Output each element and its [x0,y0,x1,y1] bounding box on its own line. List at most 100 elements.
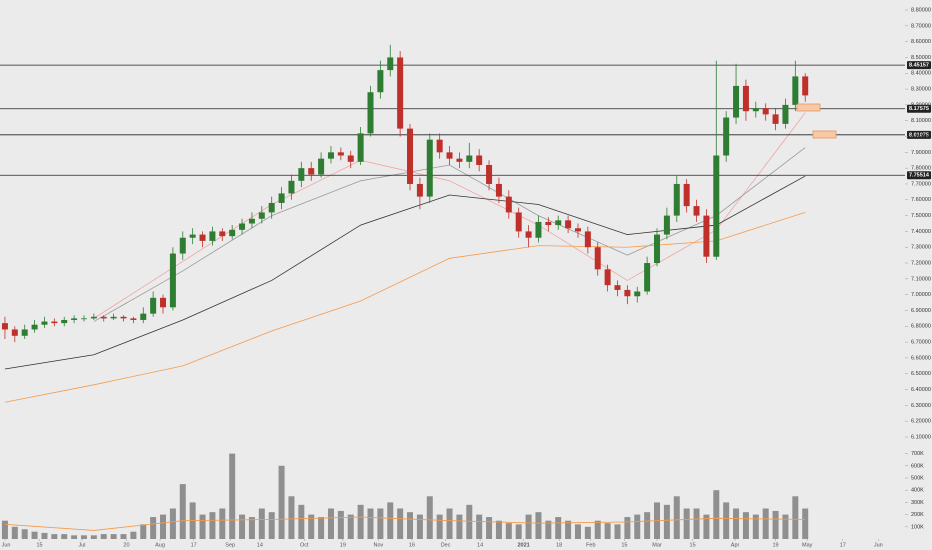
volume-tick-label: 700K [911,451,924,457]
y-tick-label: 7.50000 [911,213,931,219]
volume-bar [120,534,127,539]
candle-body [258,212,265,219]
candle-body [545,221,552,226]
candle-body [367,92,374,134]
price-axis: 8.80000 8.70000 8.60000 8.50000 8.40000 8.300… [905,7,931,530]
x-tick-label: 15 [690,542,696,548]
candle-body [110,316,117,319]
candle-body [614,285,621,290]
candle-body [179,237,186,254]
volume-bar [782,514,789,539]
candle-body [733,85,740,118]
x-tick-label: 15 [36,542,42,548]
candle-body [199,234,206,241]
volume-bar [278,465,285,539]
candle-body [288,180,295,194]
candle-body [248,218,255,224]
y-tick-label: 8.60000 [911,39,931,45]
volume-bar [525,514,532,539]
candle-body [456,158,463,162]
volume-bar [199,514,206,539]
candle-body [436,139,443,153]
y-tick-label: 8.40000 [911,71,931,77]
volume-bar [337,510,344,539]
y-tick-label: 7.30000 [911,245,931,251]
volume-bar [802,508,809,539]
candle-body [189,234,196,238]
level-label: 8.45157 [909,63,929,69]
candle-body [51,321,58,324]
candle-body [1,323,8,330]
x-tick-label: Jun [874,542,883,548]
volume-bar [723,502,730,539]
candle-body [407,128,414,184]
level-label: 8.01075 [909,132,929,138]
x-tick-label: 16 [409,542,415,548]
y-tick-label: 8.80000 [911,7,931,13]
volume-bar [21,529,28,539]
level-badge [907,61,931,70]
volume-bar [80,535,87,539]
y-tick-label: 6.80000 [911,324,931,330]
candle-body [61,319,68,324]
candle-body [466,155,473,162]
candle-body [278,193,285,203]
candle-body [644,263,651,292]
y-tick-label: 6.20000 [911,419,931,425]
volume-bar [327,508,334,539]
candle-body [723,117,730,156]
levels: 8.45157 8.17575 8.01075 7.75514 [0,61,931,180]
volume-bar [100,534,107,539]
volume-bar [1,520,8,539]
candle-body [555,220,562,226]
candle-body [229,229,236,237]
volume-bar [742,512,749,539]
candle-body [11,329,18,336]
volume-bar [495,520,502,539]
candle-body [160,297,167,308]
volume-bar [288,496,295,539]
x-tick-label: 20 [123,542,129,548]
moving-average [4,212,806,403]
volume-bar [752,514,759,539]
candle-body [327,152,334,159]
y-tick-label: 8.70000 [911,23,931,29]
level-label: 8.17575 [909,106,929,112]
x-tick-label: 19 [340,542,346,548]
candle-body [525,231,532,238]
volume-bar [792,496,799,539]
volume-bar [219,508,226,539]
candle-body [574,228,581,232]
candle-body [742,85,749,112]
candle-body [663,215,670,235]
x-tick-label: Jul [78,542,85,548]
x-tick-label: Feb [586,542,595,548]
y-tick-label: 8.10000 [911,118,931,124]
candle-body [41,321,48,325]
volume-bar [693,508,700,539]
volume-bar [545,520,552,539]
candle-body [792,76,799,105]
x-tick-label: May [802,542,813,548]
x-tick-label: 18 [556,542,562,548]
volume-bar [229,453,236,539]
volume-bar [308,514,315,539]
volume-bar [150,517,157,539]
volume-bar [169,508,176,539]
candle-body [100,316,107,319]
volume-bar [614,524,621,539]
moving-average [4,175,806,370]
volume-bar [476,514,483,539]
x-tick-label: 17 [840,542,846,548]
x-tick-label: 14 [477,542,483,548]
volume-bar [31,531,38,539]
volume-tick-label: 600K [911,463,924,469]
candle-body [634,291,641,297]
volume-tick-label: 200K [911,512,924,518]
volume-bar [555,517,562,539]
volume-bar [416,514,423,539]
volume-bar [298,504,305,539]
candle-body [782,104,789,124]
candle-body [298,168,305,181]
